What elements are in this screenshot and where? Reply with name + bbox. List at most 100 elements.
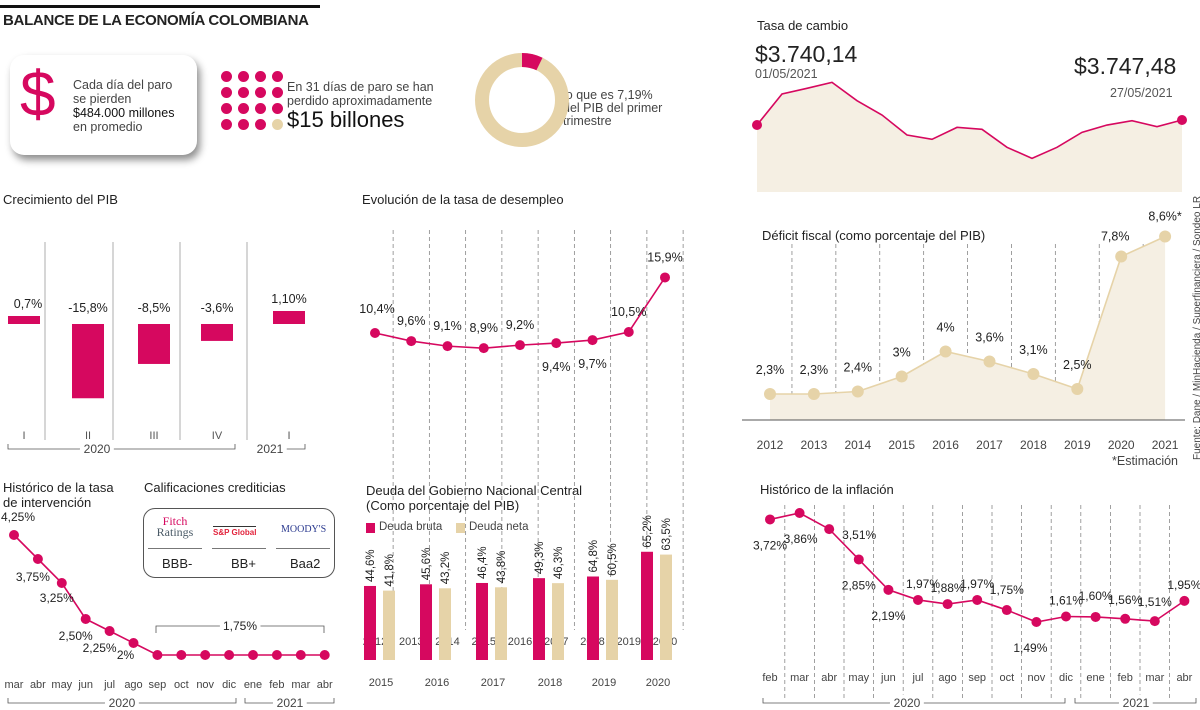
deficit-note: *Estimación [1112, 454, 1178, 468]
exchange-start-point [752, 120, 762, 130]
inflation-point [1061, 611, 1071, 622]
year-bracket [7, 698, 237, 704]
days-text: En 31 días de paro se han perdido aproxi… [287, 80, 434, 132]
inflation-label: 2,85% [842, 578, 876, 592]
month-label: abr [317, 679, 333, 691]
rate-label: 2,50% [59, 629, 93, 643]
month-label: jul [911, 672, 923, 684]
line: Histórico de la tasa [3, 480, 114, 495]
year-label: 2016 [425, 677, 449, 689]
legend-net-swatch [456, 523, 465, 533]
deficit-label: 2,3% [800, 363, 829, 377]
year-label: 2019 [617, 636, 641, 648]
gross-debt-bar [364, 585, 376, 660]
month-label: feb [1118, 672, 1133, 684]
ratings-title: Calificaciones crediticias [144, 480, 286, 495]
quarter-label: I [287, 430, 290, 442]
rate-point [248, 650, 258, 660]
gross-debt-label: 45,6% [421, 548, 433, 581]
net-debt-bar [660, 554, 672, 660]
page-title: BALANCE DE LA ECONOMÍA COLOMBIANA [3, 12, 309, 29]
rating-divider [148, 548, 202, 549]
deficit-point [895, 370, 908, 383]
unemployment-point [406, 336, 417, 347]
deficit-point [1115, 250, 1128, 263]
moodys-rating: Baa2 [290, 556, 321, 571]
dollar-icon: $ [20, 58, 56, 130]
day-dot [221, 87, 232, 98]
legend-gross-label: Deuda bruta [379, 521, 443, 533]
rate-point [200, 650, 211, 660]
top-rule [0, 5, 320, 8]
year-bracket [762, 698, 1066, 704]
sp-logo: S&P Global [213, 526, 257, 537]
year-label: 2015 [888, 438, 915, 452]
quarter-label: III [149, 430, 158, 442]
month-label: ene [1086, 672, 1104, 684]
line: de intervención [3, 495, 92, 510]
inflation-point [853, 554, 864, 565]
net-debt-bar [383, 590, 395, 660]
net-debt-label: 43,8% [496, 551, 508, 584]
day-dot [238, 119, 249, 130]
line: en promedio [73, 120, 143, 134]
deficit-label: 3,6% [975, 331, 1004, 345]
exchange-area [757, 82, 1182, 192]
day-dot [221, 71, 232, 82]
day-dot [238, 103, 249, 114]
gross-debt-bar [641, 551, 653, 660]
month-label: may [848, 672, 869, 684]
daily-loss-card [10, 55, 197, 155]
flat-bracket [155, 625, 325, 633]
daily-loss-text: Cada día del paro se pierden $484.000 mi… [73, 78, 174, 134]
deficit-point [939, 345, 952, 358]
quarter-label: II [85, 430, 91, 442]
inflation-point [765, 514, 775, 525]
deficit-label: 3,1% [1019, 343, 1048, 357]
unemployment-point [370, 328, 380, 338]
year-label: 2018 [1020, 438, 1047, 452]
ratings-box [143, 508, 335, 578]
month-label: abr [1176, 672, 1192, 684]
year-label: 2013 [399, 636, 423, 648]
unemployment-label: 10,5% [611, 305, 646, 319]
deficit-label: 4% [937, 321, 955, 335]
deficit-point [807, 388, 820, 400]
gross-debt-bar [420, 584, 432, 660]
year-label: 2020 [1108, 438, 1135, 452]
pib-label: -8,5% [138, 301, 171, 315]
rate-label: 2,25% [83, 641, 117, 655]
unemployment-label: 9,2% [506, 318, 535, 332]
year-bracket [244, 698, 335, 704]
rate-point [152, 650, 163, 660]
pib-bar [138, 324, 170, 364]
rate-point [80, 614, 91, 624]
rate-point [9, 530, 19, 540]
year-label: 2021 [1152, 438, 1179, 452]
inflation-point [1120, 613, 1131, 624]
inflation-point [1031, 617, 1042, 628]
unemployment-label: 8,9% [470, 321, 499, 335]
sp-rating: BB+ [231, 556, 256, 571]
net-debt-bar [606, 579, 618, 660]
moodys-logo: MOODY'S [281, 524, 327, 535]
rating-divider [212, 548, 266, 549]
fitch-rating: BBB- [162, 556, 193, 571]
rate-label: 4,25% [1, 510, 35, 524]
inflation-label: 1,75% [990, 583, 1024, 597]
deficit-line [770, 235, 1166, 395]
net-debt-label: 41,8% [384, 554, 396, 587]
line: (Como porcentaje del PIB) [366, 498, 520, 513]
line: En 31 días de paro se han [287, 80, 434, 94]
year-label: 2019 [1064, 438, 1091, 452]
exchange-end-date: 27/05/2021 [1110, 86, 1173, 100]
day-dot [221, 119, 232, 130]
exchange-line [756, 81, 1183, 160]
day-dot [255, 103, 266, 114]
unemployment-point [660, 272, 670, 283]
deficit-label: 3% [893, 346, 911, 360]
pib-label: 0,7% [14, 297, 43, 311]
year-label: 2018 [538, 677, 562, 689]
rating-divider [276, 548, 330, 549]
rate-point [271, 650, 282, 660]
